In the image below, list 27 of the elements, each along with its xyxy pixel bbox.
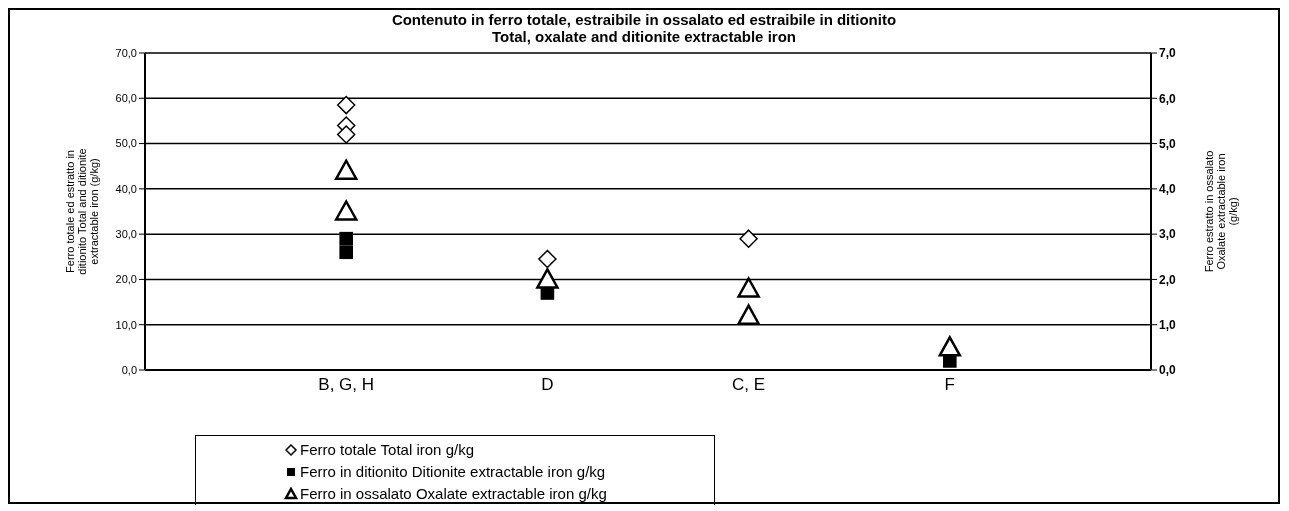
y2-axis-title: Ferro estratto in ossalato Oxalate extractable iron (g/kg)	[1203, 150, 1239, 273]
y-tick-label: 0,0	[121, 363, 137, 376]
legend-label: Ferro in ditionito Ditionite extractable iron g/kg	[300, 462, 606, 482]
y-tick-label: 60,0	[115, 92, 137, 105]
y-axis-title: Ferro totale ed estratto in ditionito Total and ditionite extractable iron (g/kg)	[64, 148, 100, 275]
x-tick-label: F	[944, 375, 955, 395]
y2-tick-label: 6,0	[1159, 91, 1177, 106]
chart-title: Contenuto in ferro totale, estraibile in ossalato ed estraibile in ditionito	[390, 11, 898, 28]
y2-tick-label: 0,0	[1159, 363, 1177, 378]
y2-tick-label: 4,0	[1159, 182, 1177, 197]
y-tick-label: 10,0	[115, 318, 137, 331]
y2-tick-label: 7,0	[1159, 46, 1177, 61]
legend-label: Ferro in ossalato Oxalate extractable iron g/kg	[300, 484, 607, 504]
x-tick-label: C, E	[732, 375, 766, 395]
y-tick-label: 20,0	[115, 273, 137, 286]
x-tick-label: B, G, H	[318, 375, 375, 395]
y-tick-label: 30,0	[115, 228, 137, 241]
y2-tick-label: 1,0	[1159, 317, 1177, 332]
legend-label: Ferro totale Total iron g/kg	[300, 440, 474, 460]
y2-tick-label: 3,0	[1159, 227, 1177, 242]
y-tick-label: 40,0	[115, 182, 137, 195]
y2-tick-label: 2,0	[1159, 272, 1177, 287]
y-tick-label: 50,0	[115, 137, 137, 150]
x-tick-label: D	[541, 375, 554, 395]
y2-tick-label: 5,0	[1159, 136, 1177, 151]
chart-subtitle: Total, oxalate and ditionite extractable iron	[491, 28, 797, 45]
y-tick-label: 70,0	[115, 46, 137, 59]
